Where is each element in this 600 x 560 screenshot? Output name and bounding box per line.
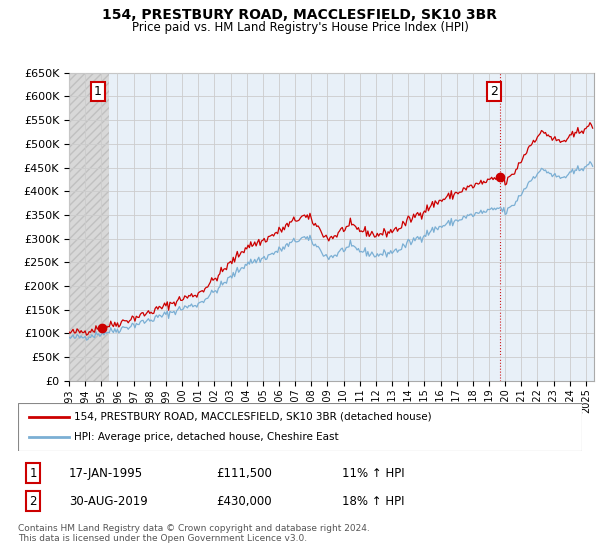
Text: 1: 1 — [29, 466, 37, 480]
Text: £430,000: £430,000 — [216, 494, 272, 508]
Text: 2: 2 — [490, 85, 498, 98]
Text: £111,500: £111,500 — [216, 466, 272, 480]
Text: Price paid vs. HM Land Registry's House Price Index (HPI): Price paid vs. HM Land Registry's House … — [131, 21, 469, 34]
Text: 154, PRESTBURY ROAD, MACCLESFIELD, SK10 3BR: 154, PRESTBURY ROAD, MACCLESFIELD, SK10 … — [103, 8, 497, 22]
Bar — [69, 73, 109, 381]
Text: 2: 2 — [29, 494, 37, 508]
Text: 11% ↑ HPI: 11% ↑ HPI — [342, 466, 404, 480]
Text: 17-JAN-1995: 17-JAN-1995 — [69, 466, 143, 480]
Text: 30-AUG-2019: 30-AUG-2019 — [69, 494, 148, 508]
Text: 154, PRESTBURY ROAD, MACCLESFIELD, SK10 3BR (detached house): 154, PRESTBURY ROAD, MACCLESFIELD, SK10 … — [74, 412, 432, 422]
Text: Contains HM Land Registry data © Crown copyright and database right 2024.
This d: Contains HM Land Registry data © Crown c… — [18, 524, 370, 543]
Text: HPI: Average price, detached house, Cheshire East: HPI: Average price, detached house, Ches… — [74, 432, 339, 442]
Text: 1: 1 — [94, 85, 102, 98]
Text: 18% ↑ HPI: 18% ↑ HPI — [342, 494, 404, 508]
